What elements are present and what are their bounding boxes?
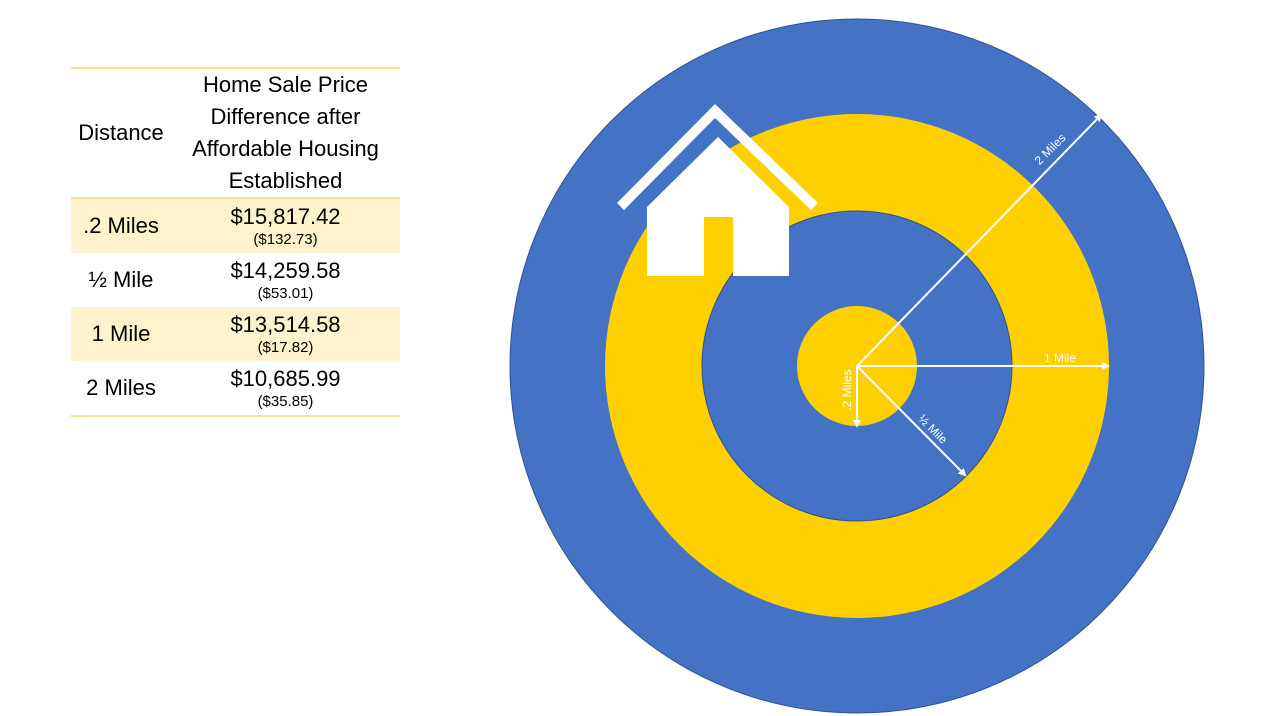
- price-value: $13,514.58: [230, 311, 341, 337]
- price-sub-value: ($132.73): [253, 230, 318, 248]
- distance-cell: .2 Miles: [71, 198, 171, 253]
- half-mile-arrow: [856, 365, 967, 477]
- table-header-row: Distance Home Sale Price Difference afte…: [71, 68, 400, 199]
- house-icon: [617, 104, 818, 276]
- price-value: $14,259.58: [230, 257, 341, 283]
- one-mile-label: 1 Mile: [1044, 351, 1076, 365]
- two-mile-arrow: [856, 113, 1103, 367]
- price-sub-value: ($17.82): [257, 338, 314, 356]
- price-cell: $15,817.42 ($132.73): [171, 198, 400, 253]
- price-cell: $13,514.58 ($17.82): [171, 307, 400, 361]
- price-sub-value: ($35.85): [257, 392, 314, 410]
- table-row: 1 Mile $13,514.58 ($17.82): [71, 307, 400, 361]
- price-value: $10,685.99: [230, 365, 341, 391]
- distance-column-header: Distance: [71, 68, 171, 199]
- distance-cell: 2 Miles: [86, 375, 156, 400]
- price-cell: $14,259.58 ($53.01): [171, 253, 400, 307]
- table-row: ½ Mile $14,259.58 ($53.01): [71, 253, 400, 307]
- point-two-miles-label: .2 Miles: [840, 369, 854, 410]
- table-row: .2 Miles $15,817.42 ($132.73): [71, 198, 400, 253]
- distance-cell: ½ Mile: [88, 267, 154, 292]
- price-column-header: Home Sale Price Difference after Afforda…: [171, 68, 400, 199]
- price-value: $15,817.42: [230, 203, 341, 229]
- price-cell: $10,685.99 ($35.85): [171, 361, 400, 416]
- distance-cell: 1 Mile: [71, 307, 171, 361]
- price-sub-value: ($53.01): [257, 284, 314, 302]
- table-row: 2 Miles $10,685.99 ($35.85): [71, 361, 400, 416]
- price-difference-table: Distance Home Sale Price Difference afte…: [71, 67, 400, 417]
